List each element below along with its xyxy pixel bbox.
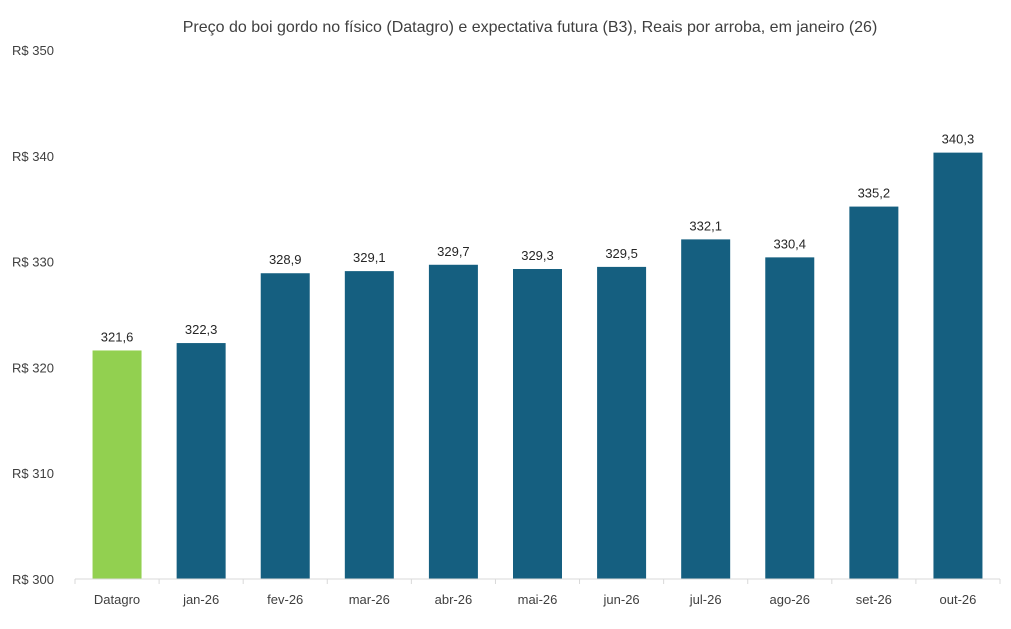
bar-set-26	[849, 206, 899, 580]
bar-mai-26	[513, 269, 562, 579]
x-tick-label: set-26	[856, 592, 892, 607]
chart-title: Preço do boi gordo no físico (Datagro) e…	[183, 19, 878, 36]
data-label: 329,7	[437, 244, 470, 259]
y-tick-label: R$ 300	[12, 572, 54, 587]
y-tick-label: R$ 330	[12, 255, 54, 270]
y-tick-label: R$ 350	[12, 43, 54, 58]
bar-abr-26	[428, 264, 478, 579]
data-label: 335,2	[858, 186, 891, 201]
x-tick-label: jan-26	[182, 592, 219, 607]
x-tick-label: out-26	[940, 592, 977, 607]
bar-ago-26	[765, 257, 815, 579]
data-label: 328,9	[269, 252, 302, 267]
x-tick-label: jul-26	[689, 592, 722, 607]
x-tick-label: mar-26	[349, 592, 390, 607]
bar-jan-26	[176, 343, 226, 579]
x-tick-label: ago-26	[770, 592, 810, 607]
y-axis: R$ 300 R$ 310 R$ 320 R$ 330 R$ 340 R$ 350	[12, 43, 54, 587]
data-label: 340,3	[942, 132, 975, 147]
bar-fev-26	[260, 273, 310, 579]
x-tick-label: Datagro	[94, 592, 140, 607]
bar-jun-26	[597, 266, 647, 579]
data-labels: 321,6 322,3 328,9 329,1 329,7 329,3 329,5 332,1…	[101, 132, 974, 345]
x-tick-label: mai-26	[518, 592, 558, 607]
data-label: 332,1	[689, 218, 722, 233]
y-tick-label: R$ 320	[12, 360, 54, 375]
data-label: 329,3	[521, 248, 554, 263]
y-tick-label: R$ 310	[12, 466, 54, 481]
data-label: 322,3	[185, 322, 218, 337]
x-tick-label: jun-26	[603, 592, 640, 607]
bar-datagro	[92, 350, 142, 579]
x-tick-label: fev-26	[267, 592, 303, 607]
x-tick-label: abr-26	[435, 592, 473, 607]
data-label: 329,1	[353, 250, 386, 265]
data-label: 330,4	[773, 236, 806, 251]
y-tick-label: R$ 340	[12, 149, 54, 164]
x-axis: Datagro jan-26 fev-26 mar-26 abr-26 mai-26 jun…	[74, 578, 1001, 607]
bar-mar-26	[344, 271, 394, 579]
bar-jul-26	[681, 239, 731, 579]
data-label: 321,6	[101, 329, 134, 344]
data-label: 329,5	[605, 246, 638, 261]
bar-out-26	[933, 152, 983, 579]
bars	[92, 152, 983, 580]
